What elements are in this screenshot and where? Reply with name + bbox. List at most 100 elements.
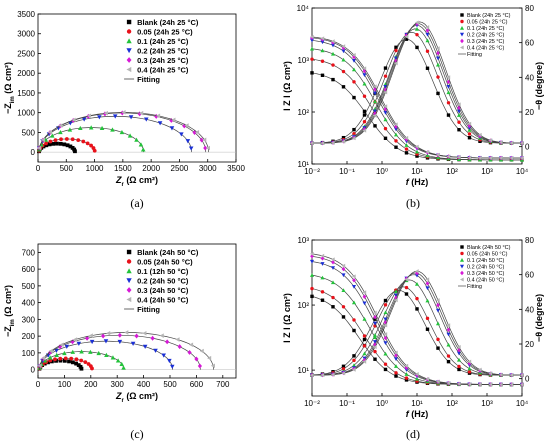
impedance-point: [330, 266, 336, 270]
impedance-point: [404, 378, 409, 382]
impedance-point: [404, 368, 409, 372]
bode-plot-d: 10⁻² 10⁻¹ 10⁰ 10¹ 10² 10³ 10⁴ 10¹ 10² 10³ 0 20 40 60 8…: [282, 236, 544, 441]
data-point: [134, 137, 139, 142]
x-tick-label: 10⁻¹: [339, 167, 355, 176]
impedance-point: [331, 260, 335, 265]
phase-point: [425, 25, 430, 30]
legend-label: Fitting: [467, 284, 482, 290]
legend-label: 0.4 (24h 25 °C): [467, 46, 505, 52]
data-point: [67, 127, 73, 132]
data-point: [86, 113, 92, 119]
series-5: [37, 110, 210, 153]
impedance-point: [383, 362, 388, 366]
phase-point: [404, 277, 409, 282]
y-tick-label: 1500: [17, 89, 35, 98]
phase-point: [362, 359, 367, 364]
data-point: [169, 364, 175, 369]
data-point: [48, 349, 53, 355]
phase-point: [467, 361, 472, 366]
y-tick-label: 3500: [17, 10, 35, 19]
y-axis-label: −Zim (Ω cm²): [3, 285, 16, 337]
y-right-axis-label: −θ (degree): [534, 294, 544, 342]
impedance-point: [435, 379, 440, 384]
phase-point: [383, 310, 388, 315]
impedance-point: [393, 350, 398, 355]
impedance-point: [351, 284, 357, 289]
x-tick-label: 3500: [227, 164, 245, 173]
legend-marker: [126, 29, 132, 34]
phase-point: [394, 295, 398, 301]
legend-marker: [126, 268, 132, 274]
y-tick-label: 300: [22, 315, 36, 324]
impedance-point: [310, 254, 314, 259]
x-tick-label: 10³: [481, 399, 493, 408]
y-right-axis-label: −θ (degree): [534, 62, 544, 110]
legend-label: 0.05 (24h 50 °C): [467, 252, 508, 258]
data-point: [65, 143, 70, 148]
data-point: [48, 358, 53, 363]
data-point: [205, 145, 210, 151]
impedance-point: [341, 305, 346, 309]
x-axis-label: Zr (Ω cm²): [115, 175, 158, 188]
x-tick-label: 10²: [446, 167, 458, 176]
data-point: [188, 146, 194, 151]
impedance-point: [331, 295, 335, 300]
legend-label: 0.4 (24h 50 °C): [137, 296, 189, 305]
data-point: [101, 333, 106, 339]
y-tick-label: 200: [22, 332, 36, 341]
y-tick-label: 500: [22, 282, 36, 291]
x-tick-label: 3000: [199, 164, 217, 173]
data-point: [199, 137, 204, 143]
phase-point: [383, 317, 388, 322]
panel-caption: (b): [406, 196, 420, 210]
phase-point: [446, 101, 451, 105]
data-point: [157, 121, 163, 126]
y-tick-label: 400: [22, 299, 36, 308]
impedance-point: [362, 317, 367, 321]
data-point: [194, 129, 200, 135]
impedance-point: [362, 301, 367, 306]
impedance-point: [351, 300, 357, 305]
series-2: [309, 26, 525, 162]
impedance-point: [404, 151, 409, 155]
impedance-point: [425, 149, 430, 154]
impedance-point: [519, 156, 524, 161]
legend-label: Fitting: [137, 305, 160, 314]
impedance-point: [352, 95, 356, 100]
x-tick-label: 10⁻²: [304, 399, 320, 408]
data-point: [81, 139, 86, 144]
data-point: [124, 330, 129, 335]
phase-point: [467, 136, 472, 140]
impedance-point: [372, 91, 378, 96]
data-point: [199, 348, 204, 354]
impedance-point: [383, 332, 388, 337]
impedance-point: [435, 152, 440, 157]
series-4: [37, 332, 203, 370]
x-tick-label: 100: [58, 380, 72, 389]
impedance-point: [320, 40, 325, 45]
y-right-tick-label: 40: [525, 73, 534, 82]
data-point: [165, 339, 170, 345]
phase-point: [404, 285, 409, 290]
impedance-point: [341, 266, 346, 272]
y-tick-label: 2000: [17, 69, 35, 78]
phase-point: [425, 298, 430, 303]
x-tick-label: 300: [111, 380, 125, 389]
phase-point: [488, 138, 493, 143]
phase-point: [372, 113, 377, 118]
data-point: [54, 352, 60, 357]
legend-label: 0.1 (24h 25 °C): [467, 26, 505, 32]
data-point: [58, 356, 63, 361]
data-point: [63, 356, 68, 361]
legend-label: 0.2 (24h 25 °C): [137, 47, 189, 56]
data-point: [79, 358, 84, 363]
data-point: [134, 333, 139, 339]
phase-point: [394, 48, 398, 53]
impedance-point: [331, 77, 335, 82]
data-point: [119, 361, 125, 366]
phase-point: [414, 26, 420, 31]
y-right-tick-label: 80: [525, 236, 534, 245]
phase-point: [425, 281, 430, 286]
impedance-point: [362, 66, 367, 71]
